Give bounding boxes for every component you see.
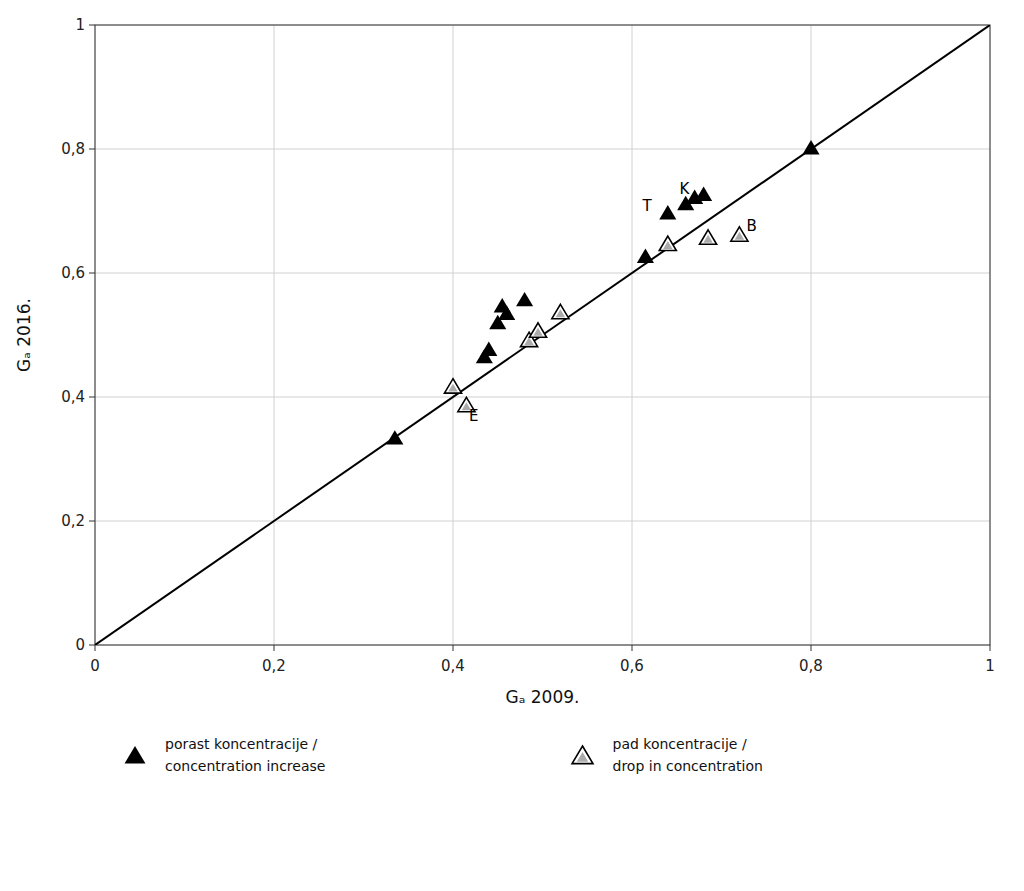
grid xyxy=(95,25,990,645)
tick xyxy=(89,521,95,522)
plot-area xyxy=(95,25,990,645)
legend-marker xyxy=(125,746,146,764)
point xyxy=(444,379,461,393)
marker-outline xyxy=(444,379,461,393)
marker-fill xyxy=(695,187,712,201)
tick-label: 0,8 xyxy=(799,657,823,675)
marker-stipple xyxy=(735,232,744,240)
grid-line xyxy=(95,397,990,398)
point xyxy=(802,140,819,154)
point xyxy=(659,205,676,219)
legend-marker xyxy=(572,746,593,764)
marker-outline xyxy=(552,304,569,318)
annotation: K xyxy=(679,180,690,198)
tick-label: 0,2 xyxy=(262,657,286,675)
point xyxy=(386,430,403,444)
annotation: B xyxy=(747,217,757,235)
tick-label: 0,4 xyxy=(61,388,85,406)
marker-stipple xyxy=(448,384,457,392)
marker-stipple xyxy=(533,328,542,336)
tick xyxy=(89,25,95,26)
point xyxy=(637,249,654,263)
marker-fill xyxy=(659,205,676,219)
tick xyxy=(990,645,991,651)
point xyxy=(695,187,712,201)
chart: 0 0,2 0,4 0,6 0,8 1 0 0,2 0,4 0,6 0,8 1 Gₐ 2009. Gₐ 2… xyxy=(0,0,1024,891)
marker-outline xyxy=(731,227,748,241)
marker-fill xyxy=(480,342,497,356)
legend-line: concentration increase xyxy=(165,758,325,774)
point xyxy=(700,230,717,244)
marker-outline xyxy=(572,746,593,764)
marker-stipple xyxy=(577,752,588,762)
tick xyxy=(632,645,633,651)
tick xyxy=(89,645,95,646)
tick-label: 0,4 xyxy=(441,657,465,675)
marker-fill xyxy=(386,430,403,444)
legend-entry: pad koncentracije / drop in concentratio… xyxy=(613,736,763,774)
tick-label: 0 xyxy=(90,657,100,675)
legend: porast koncentracije / concentration inc… xyxy=(125,736,763,774)
point xyxy=(480,342,497,356)
annotation: E xyxy=(469,407,478,425)
grid-line xyxy=(95,521,990,522)
marker-fill xyxy=(802,140,819,154)
legend-line: pad koncentracije / xyxy=(613,736,752,752)
marker-fill xyxy=(125,746,146,764)
point xyxy=(659,236,676,250)
point xyxy=(498,306,515,320)
series xyxy=(386,140,819,445)
tick-label: 1 xyxy=(75,16,85,34)
tick xyxy=(89,397,95,398)
tick-label: 0 xyxy=(75,636,85,654)
marker-outline xyxy=(529,323,546,337)
marker-stipple xyxy=(663,241,672,249)
marker-fill xyxy=(498,306,515,320)
tick-label: 0,6 xyxy=(620,657,644,675)
point xyxy=(529,323,546,337)
grid-line xyxy=(95,273,990,274)
grid-line xyxy=(453,25,454,645)
plot-frame xyxy=(95,25,990,645)
point xyxy=(516,292,533,306)
tick xyxy=(811,645,812,651)
tick xyxy=(89,273,95,274)
point xyxy=(552,304,569,318)
marker-outline xyxy=(659,236,676,250)
tick xyxy=(95,645,96,651)
tick-label: 0,8 xyxy=(61,140,85,158)
marker-fill xyxy=(637,249,654,263)
y-axis-label: Gₐ 2016. xyxy=(14,298,34,372)
series xyxy=(444,227,748,412)
x-axis-label: Gₐ 2009. xyxy=(506,687,580,707)
marker-fill xyxy=(516,292,533,306)
tick xyxy=(453,645,454,651)
legend-entry: porast koncentracije / concentration inc… xyxy=(165,736,325,774)
tick xyxy=(89,149,95,150)
marker-stipple xyxy=(524,337,533,345)
tick-label: 1 xyxy=(985,657,995,675)
grid-line xyxy=(632,25,633,645)
grid-line xyxy=(811,25,812,645)
tick-label: 0,2 xyxy=(61,512,85,530)
marker-stipple xyxy=(556,309,565,317)
marker-stipple xyxy=(703,235,712,243)
legend-line: drop in concentration xyxy=(613,758,763,774)
diagonal-line xyxy=(95,25,990,645)
legend-line: porast koncentracije / xyxy=(165,736,322,752)
tick xyxy=(274,645,275,651)
tick-label: 0,6 xyxy=(61,264,85,282)
annotation: T xyxy=(642,197,653,215)
marker-outline xyxy=(700,230,717,244)
grid-line xyxy=(95,149,990,150)
point xyxy=(731,227,748,241)
grid-line xyxy=(274,25,275,645)
